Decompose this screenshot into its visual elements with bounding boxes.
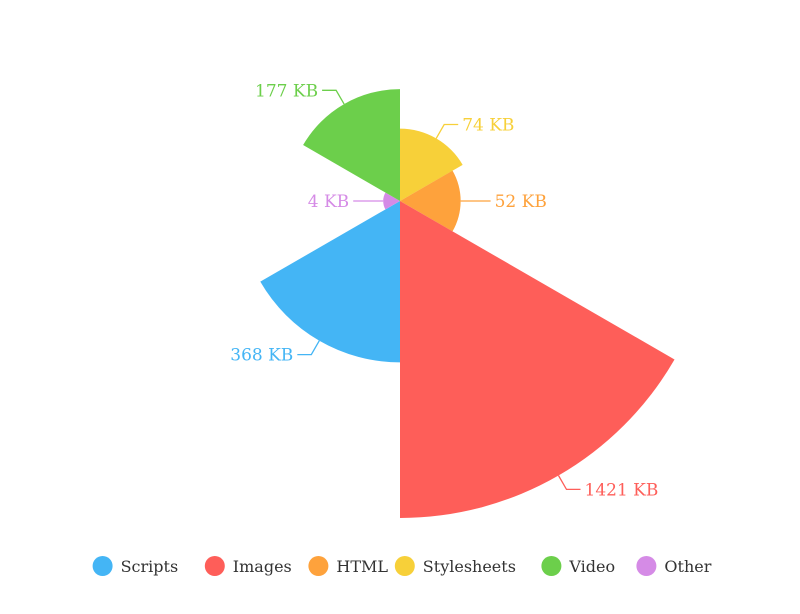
legend-marker-scripts bbox=[92, 556, 113, 576]
legend-marker-html bbox=[308, 556, 329, 576]
legend-label-video: Video bbox=[568, 557, 615, 576]
slice-images[interactable] bbox=[400, 201, 675, 518]
connector-stylesheets bbox=[435, 123, 459, 139]
connector-scripts bbox=[297, 340, 320, 356]
connector-video bbox=[322, 89, 345, 105]
legend-label-stylesheets: Stylesheets bbox=[423, 557, 516, 576]
slice-stylesheets[interactable] bbox=[400, 128, 463, 201]
legend-item-other[interactable]: Other bbox=[636, 556, 712, 576]
data-label-other: 4 KB bbox=[308, 192, 349, 212]
legend-marker-video bbox=[541, 556, 562, 576]
connector-images bbox=[557, 475, 581, 491]
data-label-scripts: 368 KB bbox=[230, 346, 293, 366]
data-label-html: 52 KB bbox=[495, 192, 547, 212]
legend-item-html[interactable]: HTML bbox=[308, 556, 388, 576]
legend-label-html: HTML bbox=[336, 557, 388, 576]
legend-item-video[interactable]: Video bbox=[541, 556, 615, 576]
slices-layer bbox=[260, 89, 675, 518]
legend-item-stylesheets[interactable]: Stylesheets bbox=[394, 556, 516, 576]
legend-label-other: Other bbox=[664, 557, 711, 576]
slice-other[interactable] bbox=[383, 192, 400, 210]
slice-video[interactable] bbox=[303, 89, 400, 201]
data-label-stylesheets: 74 KB bbox=[462, 116, 514, 136]
legend-label-scripts: Scripts bbox=[121, 557, 179, 576]
legend: Scripts Images HTML Stylesheets Video Other bbox=[92, 556, 712, 576]
slice-html[interactable] bbox=[400, 170, 461, 232]
legend-marker-stylesheets bbox=[394, 556, 415, 576]
data-label-images: 1421 KB bbox=[585, 480, 659, 500]
legend-marker-images bbox=[204, 556, 225, 576]
slice-scripts[interactable] bbox=[260, 201, 400, 363]
labels-layer: 74 KB 52 KB 1421 KB 368 KB 4 KB 177 KB bbox=[230, 81, 658, 500]
legend-label-images: Images bbox=[233, 557, 292, 576]
legend-marker-other bbox=[636, 556, 657, 576]
legend-item-images[interactable]: Images bbox=[204, 556, 292, 576]
data-label-video: 177 KB bbox=[255, 81, 318, 101]
legend-item-scripts[interactable]: Scripts bbox=[92, 556, 179, 576]
